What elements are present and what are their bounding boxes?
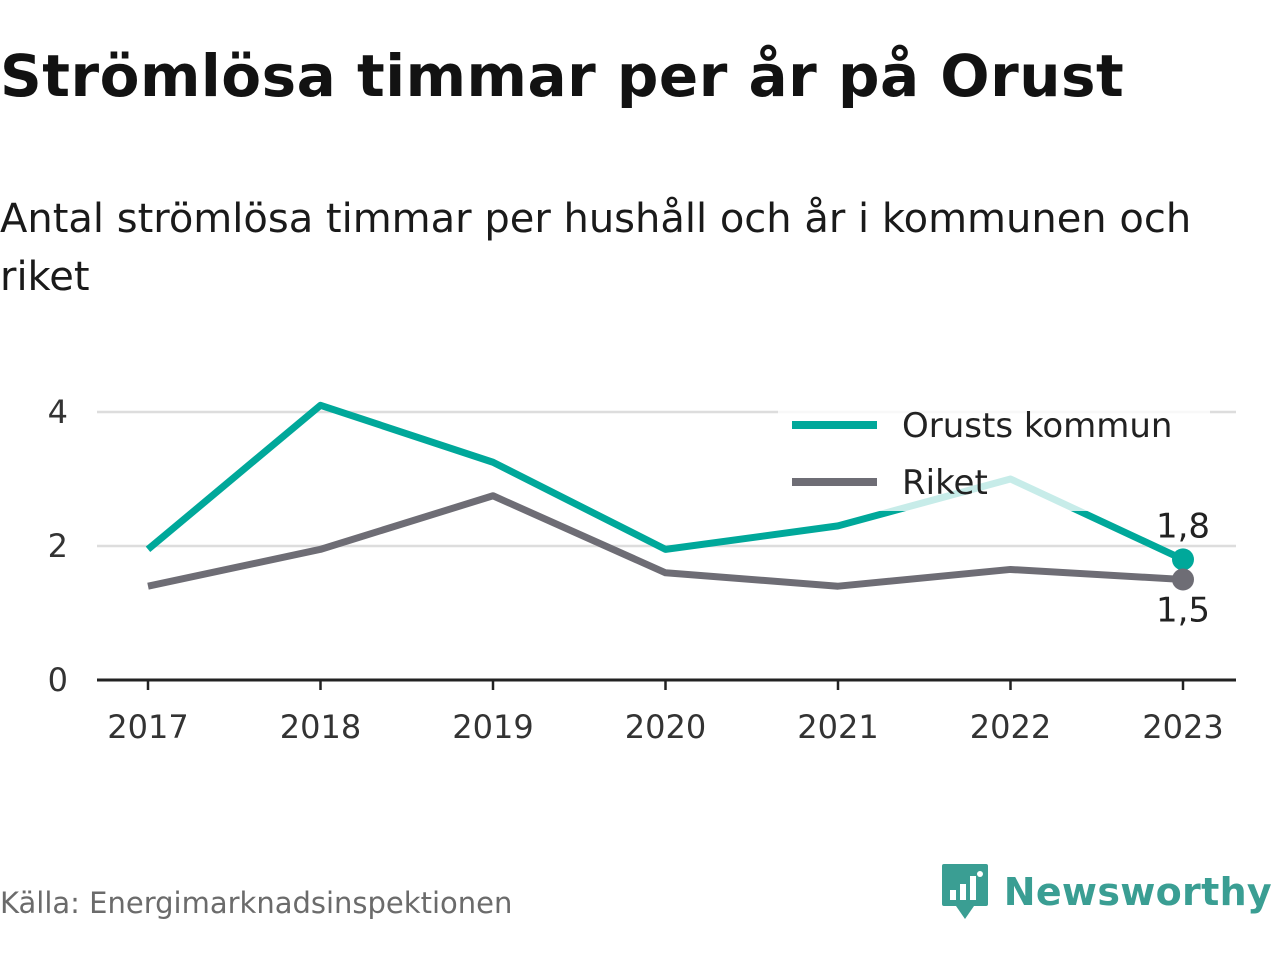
x-tick-label: 2019 <box>452 708 533 746</box>
x-tick-label: 2018 <box>280 708 361 746</box>
source-note: Källa: Energimarknadsinspektionen <box>0 886 513 920</box>
series-line-riket <box>147 492 1184 590</box>
x-tick-label: 2023 <box>1142 708 1223 746</box>
x-tick-label: 2021 <box>797 708 878 746</box>
end-point-marker <box>1172 568 1194 591</box>
x-tick-label: 2022 <box>970 708 1051 746</box>
y-tick-label: 2 <box>48 527 68 565</box>
chart-subtitle: Antal strömlösa timmar per hushåll och å… <box>0 196 1192 300</box>
newsworthy-logo-icon <box>941 864 988 919</box>
brand-name: Newsworthy <box>1003 870 1272 914</box>
end-value-label: 1,8 <box>1156 506 1210 546</box>
chart-title: Strömlösa timmar per år på Orust <box>0 42 1125 110</box>
legend-label: Orusts kommun <box>902 406 1172 446</box>
brand-logo: Newsworthy <box>940 862 1272 922</box>
y-tick-label: 4 <box>48 393 68 431</box>
x-tick-label: 2017 <box>107 708 188 746</box>
legend-label: Riket <box>902 463 988 503</box>
y-tick-label: 0 <box>48 661 68 699</box>
line-chart: 0 2 4 2017 2018 2019 2020 2021 2022 2023 Orusts ko… <box>48 393 1236 746</box>
end-value-label: 1,5 <box>1156 591 1210 631</box>
x-tick-label: 2020 <box>625 708 706 746</box>
end-point-marker <box>1172 548 1194 571</box>
